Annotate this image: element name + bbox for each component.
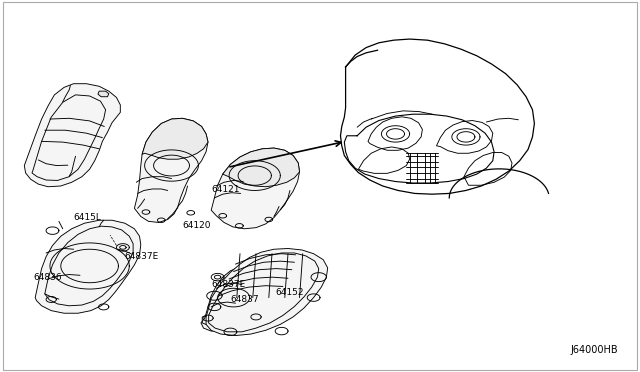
Text: 64836: 64836 [33, 273, 62, 282]
Text: 6415L: 6415L [74, 213, 102, 222]
Polygon shape [35, 220, 141, 313]
Polygon shape [206, 248, 328, 336]
Polygon shape [142, 118, 208, 159]
Text: 64837E: 64837E [211, 280, 246, 289]
Text: 64837: 64837 [230, 295, 259, 304]
Text: 64837E: 64837E [125, 252, 159, 261]
Polygon shape [201, 266, 266, 331]
Polygon shape [24, 84, 120, 187]
Text: 64120: 64120 [182, 221, 211, 230]
Polygon shape [211, 148, 300, 229]
Polygon shape [223, 148, 300, 187]
Text: 64152: 64152 [275, 288, 304, 296]
Polygon shape [134, 118, 208, 222]
Text: J64000HB: J64000HB [570, 345, 618, 355]
Text: 64121: 64121 [211, 185, 240, 194]
Polygon shape [98, 91, 109, 97]
